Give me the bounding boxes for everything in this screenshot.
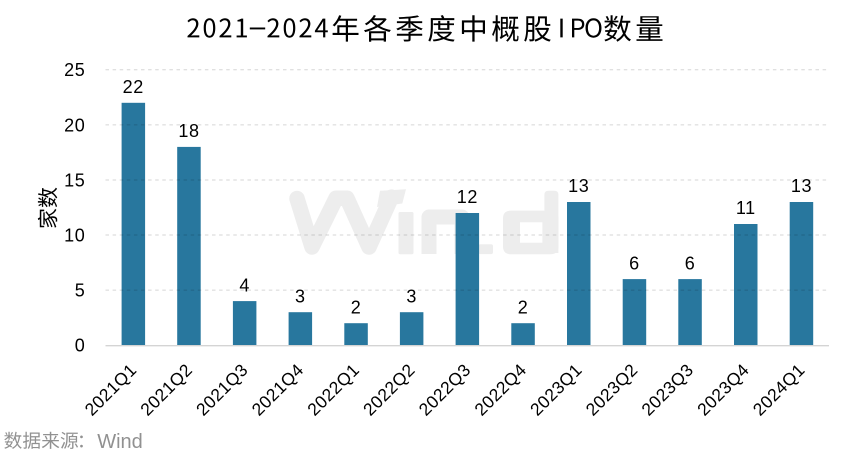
svg-text:2: 2: [351, 297, 362, 317]
svg-text:20: 20: [64, 115, 85, 135]
svg-text:10: 10: [64, 225, 85, 245]
svg-text:5: 5: [75, 281, 86, 301]
svg-text:25: 25: [64, 60, 85, 80]
svg-text:13: 13: [791, 176, 812, 196]
svg-text:13: 13: [568, 176, 589, 196]
svg-text:6: 6: [685, 253, 696, 273]
svg-text:3: 3: [295, 286, 306, 306]
svg-text:18: 18: [178, 121, 199, 141]
svg-text:15: 15: [64, 170, 85, 190]
svg-text:0: 0: [75, 336, 86, 356]
svg-text:22: 22: [123, 77, 144, 97]
svg-text:2: 2: [518, 297, 529, 317]
svg-text:6: 6: [629, 253, 640, 273]
svg-text:4: 4: [239, 275, 250, 295]
svg-text:3: 3: [406, 286, 417, 306]
svg-text:11: 11: [736, 198, 756, 218]
svg-text:12: 12: [457, 187, 478, 207]
svg-text:Wind: Wind: [97, 431, 143, 453]
